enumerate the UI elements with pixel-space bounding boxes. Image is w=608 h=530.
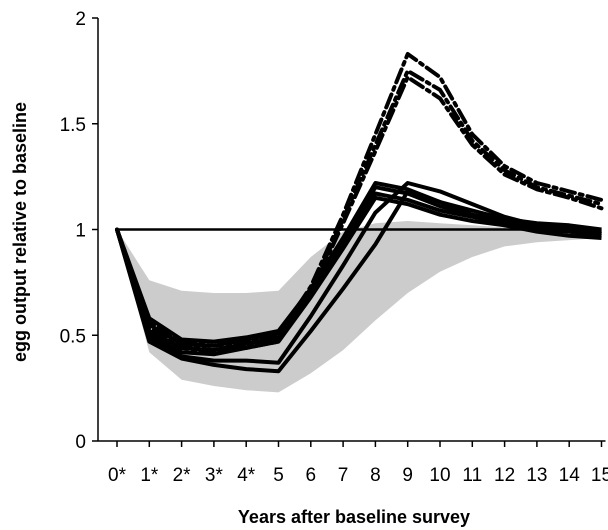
series-line-2 [115,185,602,348]
series-line-9 [115,75,604,355]
y-tick-label: 1.5 [60,115,86,136]
x-tick-label: 12 [494,465,515,486]
y-ticks: 0 0.5 1 1.5 2 [60,9,98,453]
x-tick-label: 4* [237,465,256,486]
confidence-band [117,221,602,393]
series-line-6 [115,189,602,374]
x-tick-label: 5 [273,465,284,486]
confidence-band-layer [117,221,602,393]
x-tick-label: 13 [526,465,547,486]
x-tick-label: 11 [462,465,482,486]
series-line-8 [115,68,604,353]
x-tick-label: 7 [338,465,349,486]
x-ticks: 0* 1* 2* 3* 4* 5 6 7 8 9 10 11 12 13 14 15 [108,441,608,486]
x-tick-label: 3* [205,465,224,486]
series-layer [115,52,604,374]
x-tick-label: 14 [559,465,581,486]
x-tick-label: 15 [591,465,608,486]
y-tick-label: 2 [75,9,86,30]
series-line-7 [115,52,604,348]
x-tick-label: 1* [140,465,159,486]
x-tick-label: 10 [429,465,450,486]
y-axis-title: egg output relative to baseline [10,102,30,362]
x-axis-title: Years after baseline survey [238,507,470,527]
x-tick-label: 2* [173,465,192,486]
y-tick-label: 0 [75,432,86,453]
y-tick-label: 0.5 [60,326,86,347]
x-tick-label: 0* [108,465,127,486]
x-tick-label: 9 [402,465,413,486]
x-tick-label: 6 [306,465,317,486]
x-tick-label: 8 [370,465,381,486]
y-tick-label: 1 [75,221,86,242]
series-line-5 [115,181,602,365]
